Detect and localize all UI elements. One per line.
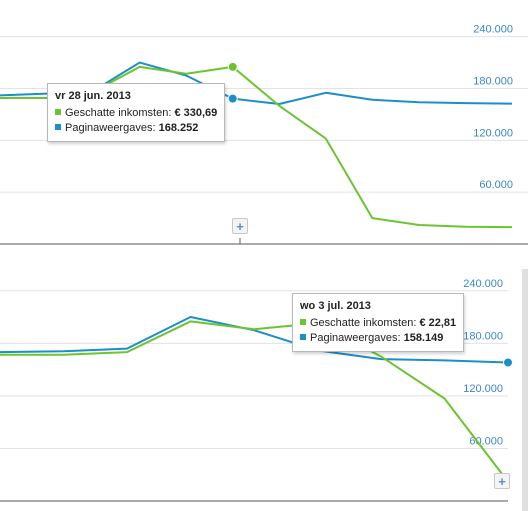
y-tick-label: 120.000 [463, 383, 503, 395]
income-swatch [300, 319, 306, 325]
line-chart-bottom: 60.000 120.000 180.000 240.000 [0, 278, 513, 502]
data-point-marker [503, 357, 513, 368]
tooltip-series-label: Geschatte inkomsten: [310, 317, 417, 329]
tooltip-series-label: Paginaweergaves: [65, 122, 156, 134]
chart-panel-bottom: 60.000 120.000 180.000 240.000 wo 3 jul. 20… [0, 263, 528, 511]
tooltip-value: 168.252 [158, 122, 199, 134]
tooltip-top: vr 28 jun. 2013 Geschatte inkomsten: € 3… [47, 83, 226, 142]
y-tick-label: 180.000 [473, 75, 513, 87]
y-tick-label: 240.000 [473, 24, 513, 36]
panel-separator [0, 253, 528, 263]
tooltip-series-label: Paginaweergaves: [310, 332, 401, 344]
y-tick-label: 240.000 [463, 278, 503, 290]
pageviews-swatch [300, 334, 306, 340]
tooltip-series-label: Geschatte inkomsten: [65, 107, 172, 119]
tooltip-bottom: wo 3 jul. 2013 Geschatte inkomsten: € 22… [292, 293, 465, 352]
scrollbar[interactable] [522, 269, 528, 511]
y-tick-label: 60.000 [479, 179, 513, 191]
tooltip-row-income: Geschatte inkomsten: € 330,69 [55, 106, 217, 121]
y-tick-label: 60.000 [469, 435, 503, 447]
plus-icon: + [236, 219, 244, 234]
data-point-marker [227, 93, 238, 104]
y-tick-label: 180.000 [463, 330, 503, 342]
data-point-marker [227, 61, 238, 72]
tooltip-row-pageviews: Paginaweergaves: 158.149 [300, 331, 456, 346]
y-tick-label: 120.000 [473, 127, 513, 139]
tooltip-date: vr 28 jun. 2013 [55, 90, 131, 102]
chart-panel-top: 60.000 120.000 180.000 240.000 vr 28 jun. 2… [0, 0, 528, 253]
tooltip-value: 158.149 [403, 332, 444, 344]
plus-icon: + [498, 474, 506, 489]
tooltip-value: € 330,69 [174, 107, 218, 119]
tooltip-date: wo 3 jul. 2013 [300, 300, 371, 312]
tooltip-row-income: Geschatte inkomsten: € 22,81 [300, 316, 456, 331]
tooltip-row-pageviews: Paginaweergaves: 168.252 [55, 121, 217, 136]
tooltip-value: € 22,81 [419, 317, 457, 329]
income-swatch [55, 109, 61, 115]
zoom-plus-button[interactable]: + [494, 473, 510, 489]
zoom-plus-button[interactable]: + [232, 218, 248, 234]
pageviews-swatch [55, 124, 61, 130]
series-line [0, 320, 509, 483]
